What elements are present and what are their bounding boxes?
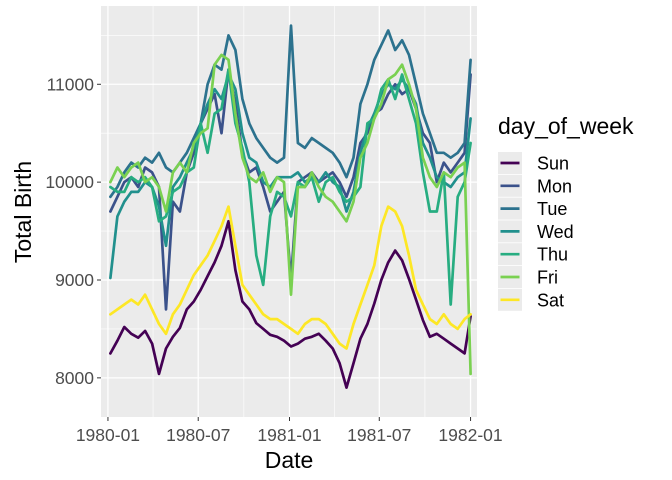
y-tick-label: 10000 bbox=[45, 172, 94, 192]
series-line-sun bbox=[109, 219, 472, 389]
x-tick-label: 1981-01 bbox=[257, 425, 321, 445]
x-tick-label: 1981-07 bbox=[347, 425, 411, 445]
legend-label-sun: Sun bbox=[537, 154, 569, 174]
legend-item-sun: Sun bbox=[498, 152, 569, 174]
series-line-thu bbox=[109, 68, 472, 306]
y-axis-title: Total Birth bbox=[10, 161, 36, 263]
series-line-tue bbox=[109, 24, 472, 199]
x-tick-label: 1980-01 bbox=[76, 425, 140, 445]
legend-label-sat: Sat bbox=[537, 290, 564, 310]
series-lines bbox=[109, 24, 472, 389]
x-axis: 1980-01 1980-07 1981-01 1981-07 1982-01 bbox=[76, 417, 503, 445]
series-line-fri bbox=[109, 53, 472, 376]
legend-item-thu: Thu bbox=[498, 243, 568, 266]
legend-item-fri: Fri bbox=[498, 266, 558, 288]
y-tick-label: 11000 bbox=[47, 74, 95, 94]
legend-item-tue: Tue bbox=[498, 197, 567, 220]
legend-label-thu: Thu bbox=[537, 245, 568, 265]
x-tick-label: 1980-07 bbox=[166, 425, 230, 445]
legend-label-fri: Fri bbox=[537, 268, 558, 288]
y-tick-label: 9000 bbox=[55, 270, 94, 290]
series-line-sat bbox=[109, 205, 472, 350]
legend-item-sat: Sat bbox=[498, 288, 564, 311]
y-axis: 8000 9000 10000 11000 bbox=[45, 74, 101, 388]
legend-label-mon: Mon bbox=[537, 176, 572, 196]
legend-item-wed: Wed bbox=[498, 220, 574, 243]
legend-label-tue: Tue bbox=[537, 199, 567, 219]
y-tick-label: 8000 bbox=[55, 368, 94, 388]
legend-label-wed: Wed bbox=[537, 222, 574, 242]
legend-title: day_of_week bbox=[498, 113, 634, 139]
legend-item-mon: Mon bbox=[498, 174, 572, 197]
x-tick-label: 1982-01 bbox=[438, 425, 502, 445]
x-axis-title: Date bbox=[265, 447, 314, 473]
